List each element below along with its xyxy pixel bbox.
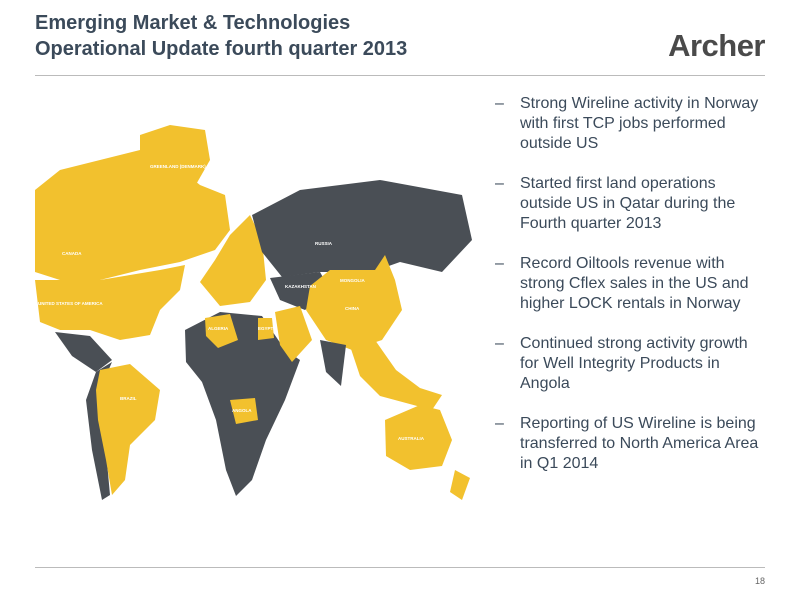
header-rule [35,75,765,76]
region [450,470,470,500]
map-label: KAZAKHSTAN [285,284,316,289]
bullet-text: Reporting of US Wireline is being transf… [520,415,759,472]
region [350,340,442,410]
bullet-marker: – [495,175,504,192]
map-label: RUSSIA [315,241,333,246]
region [55,332,112,372]
bullet-text: Continued strong activity growth for Wel… [520,335,748,392]
footer-rule [35,567,765,568]
region [252,180,472,277]
bullet-text: Started first land operations outside US… [520,175,736,232]
bullet-marker: – [495,255,504,272]
page-number: 18 [754,576,765,586]
bullet: – Record Oiltools revenue with strong Cfl… [495,254,760,314]
bullet: – Strong Wireline activity in Norway with… [495,94,760,154]
bullet-list: – Strong Wireline activity in Norway with… [495,94,760,494]
bullet-marker: – [495,335,504,352]
region [306,255,402,350]
map-label: AUSTRALIA [398,436,425,441]
region [96,364,160,495]
bullet-text: Strong Wireline activity in Norway with … [520,95,759,152]
region [230,398,258,424]
map-label: GREENLAND (DENMARK) [150,164,206,169]
map-label: MONGOLIA [340,278,365,283]
logo: Archer [668,28,765,63]
region [140,125,210,210]
title: Emerging Market & Technologies [35,12,351,34]
map-label: CANADA [62,251,82,256]
bullet-text: Record Oiltools revenue with strong Cfle… [520,255,749,312]
map-label: UNITED STATES OF AMERICA [38,301,103,306]
map-label: ANGOLA [232,408,252,413]
region [275,306,312,362]
region [385,405,452,470]
region [35,265,185,340]
region [200,215,266,306]
bullet: – Continued strong activity growth for We… [495,334,760,394]
bullet-marker: – [495,415,504,432]
bullet: – Started first land operations outside U… [495,174,760,234]
region [258,318,274,340]
bullet-marker: – [495,95,504,112]
map-label: BRAZIL [120,396,137,401]
title: Operational Update fourth quarter 2013 [35,38,408,60]
region [86,362,112,500]
map-label: ALGERIA [208,326,229,331]
region [205,314,238,348]
map-label: EGYPT [258,326,274,331]
region [320,340,346,386]
bullet: – Reporting of US Wireline is being trans… [495,414,760,474]
world-map: CANADA GREENLAND (DENMARK) UNITED STATES… [35,125,472,500]
map-label: CHINA [345,306,360,311]
